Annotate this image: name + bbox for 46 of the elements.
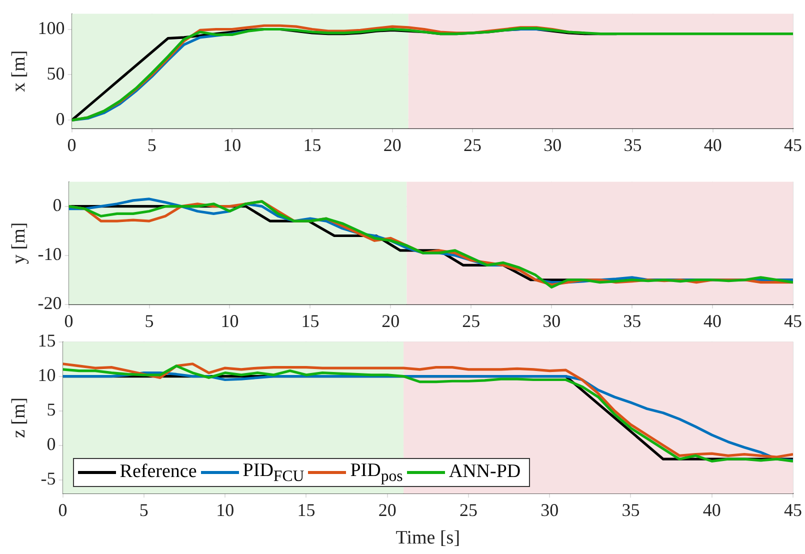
x-tick-label: 35 xyxy=(624,134,642,155)
y-tick-label: -5 xyxy=(40,468,56,489)
x-tick-label: 40 xyxy=(704,310,722,331)
y-axis-title: x [m] xyxy=(8,50,30,92)
x-tick-label: 15 xyxy=(297,500,316,520)
x-tick-label: 15 xyxy=(301,310,320,331)
y-tick-label: 10 xyxy=(38,365,56,386)
x-tick-label: 10 xyxy=(220,310,239,331)
x-tick-label: 15 xyxy=(303,134,322,155)
x-tick-label: 30 xyxy=(542,310,561,331)
y-tick-label: 5 xyxy=(46,400,56,420)
y-tick-label: 0 xyxy=(56,108,65,129)
y-axis-title: y [m] xyxy=(8,222,30,264)
y-tick-label: -10 xyxy=(38,244,62,264)
x-tick-label: 20 xyxy=(382,310,400,331)
x-tick-label: 5 xyxy=(139,500,148,520)
x-tick-label: 20 xyxy=(378,500,396,520)
y-tick-label: 100 xyxy=(38,18,65,38)
x-tick-label: 45 xyxy=(784,310,802,331)
x-tick-label: 45 xyxy=(784,134,802,155)
x-tick-label: 35 xyxy=(622,500,640,520)
x-tick-label: 25 xyxy=(462,310,480,331)
x-tick-label: 5 xyxy=(144,310,154,331)
legend-label: ANN-PD xyxy=(448,461,521,484)
y-axis-title: z [m] xyxy=(8,397,30,438)
y-tick-label: -20 xyxy=(38,293,62,314)
y-tick-label: 0 xyxy=(46,434,56,454)
x-tick-label: 45 xyxy=(784,500,802,520)
x-tick-label: 20 xyxy=(383,134,402,155)
x-tick-label: 40 xyxy=(704,134,722,155)
x-tick-label: 10 xyxy=(223,134,242,155)
y-tick-label: 15 xyxy=(38,330,56,351)
x-axis-title: Time [s] xyxy=(396,528,460,549)
x-tick-label: 25 xyxy=(459,500,478,520)
y-tick-label: 0 xyxy=(52,195,62,216)
legend-label: PID$_{FCU}$ xyxy=(242,460,304,486)
x-tick-label: 5 xyxy=(147,134,156,155)
y-tick-label: 50 xyxy=(46,63,65,84)
x-tick-label: 30 xyxy=(540,500,559,520)
x-tick-label: 30 xyxy=(544,134,562,155)
x-tick-label: 35 xyxy=(623,310,642,331)
legend-label: Reference xyxy=(120,461,197,484)
legend-label: PID$_{pos}$ xyxy=(350,460,403,486)
x-tick-label: 40 xyxy=(702,500,721,520)
x-tick-label: 25 xyxy=(463,134,482,155)
x-tick-label: 10 xyxy=(216,500,234,520)
